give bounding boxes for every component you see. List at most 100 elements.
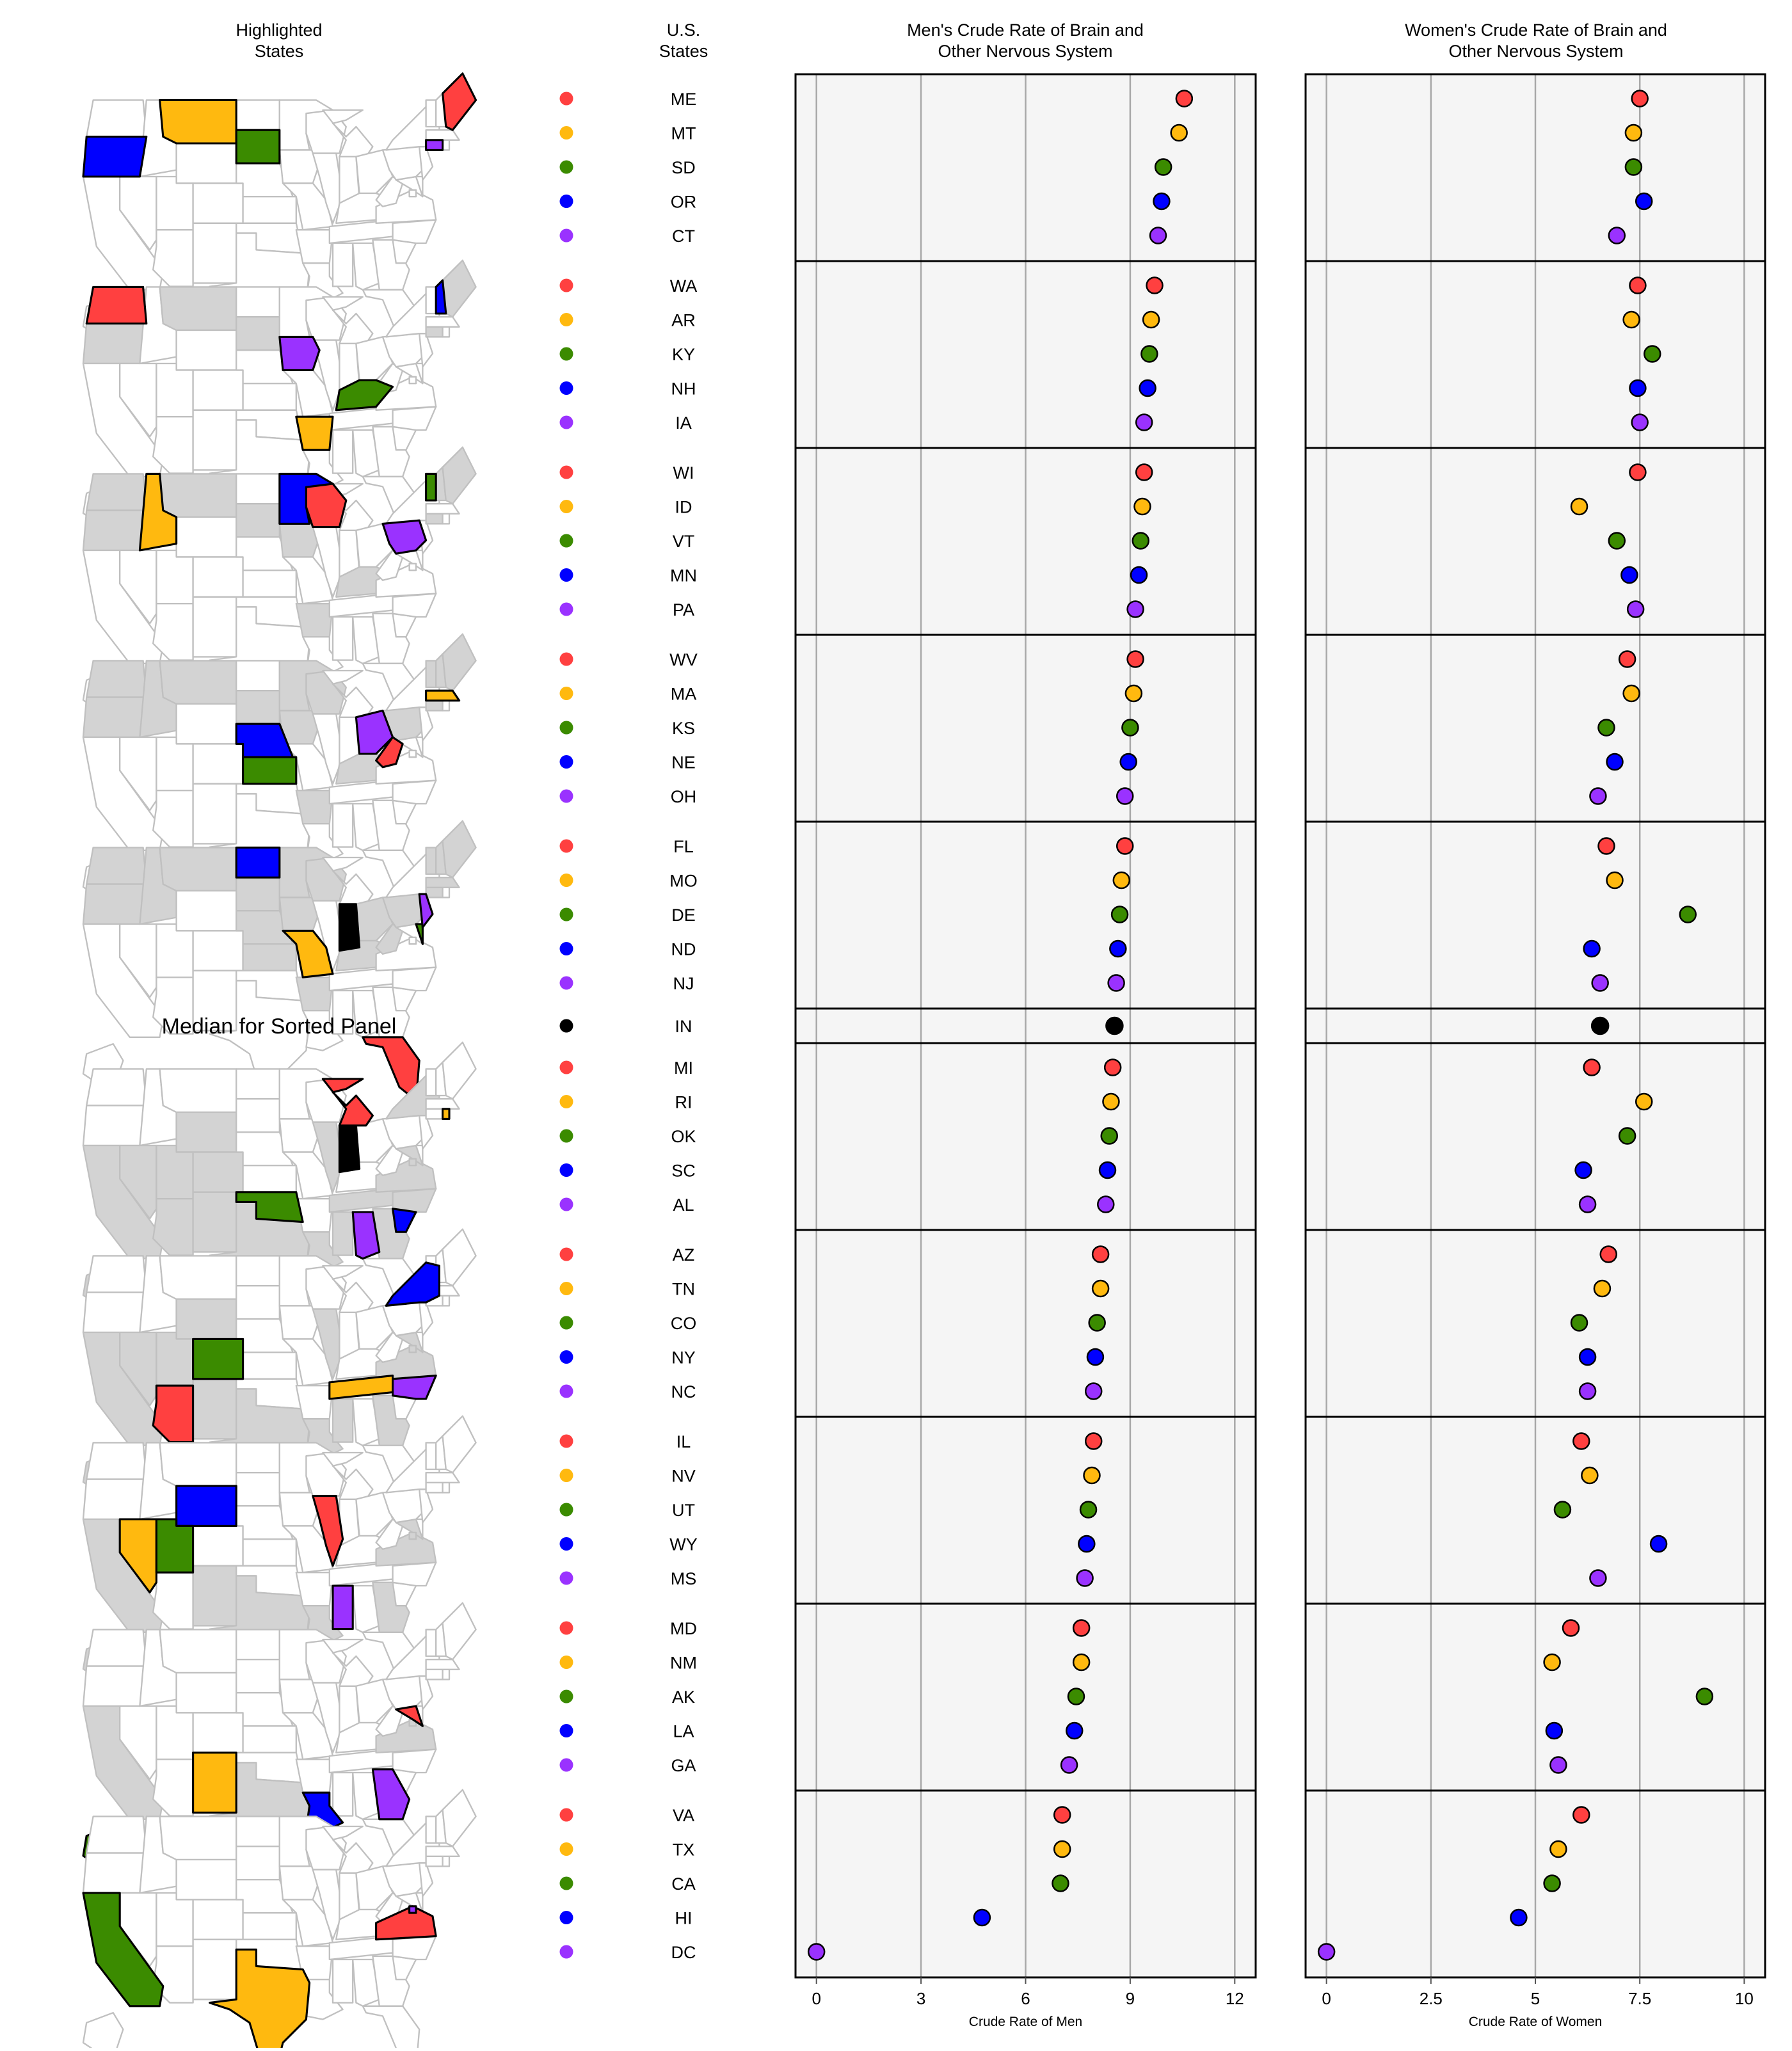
legend-dot-sc [559, 1163, 573, 1177]
women-point-il [1572, 1432, 1590, 1450]
map-state-nm [192, 409, 237, 471]
map-state-or [82, 1478, 147, 1520]
legend-dot-mo [559, 874, 573, 887]
map-state-or [82, 1105, 147, 1147]
women-point-co [1570, 1314, 1588, 1332]
state-label-me: ME [671, 90, 697, 109]
men-xtick-label-2: 6 [1021, 1989, 1030, 2008]
map-state-wa [86, 473, 147, 511]
map-state-mi [322, 1825, 374, 1874]
map-state-al [352, 802, 380, 851]
men-chart-title-line-2: Other Nervous System [938, 42, 1112, 61]
map-state-ga [372, 1955, 410, 2007]
map-state-ma [425, 1659, 460, 1670]
legend-dot-ca [559, 1876, 573, 1890]
map-state-ia [278, 1679, 321, 1714]
map-state-oh [355, 336, 394, 381]
map-state-mi [322, 1265, 374, 1313]
women-point-nv [1581, 1466, 1599, 1485]
women-point-la [1545, 1721, 1564, 1740]
men-point-nj [1107, 974, 1125, 992]
map-state-ut [156, 175, 194, 231]
state-label-co: CO [671, 1314, 697, 1333]
women-x-axis-label: Crude Rate of Women [1469, 2015, 1603, 2029]
legend-dot-nj [559, 976, 573, 990]
state-label-ms: MS [671, 1569, 697, 1588]
men-xtick-label-3: 9 [1126, 1989, 1135, 2008]
map-state-wa [86, 660, 147, 698]
map-state-mt [159, 99, 237, 145]
map-state-or [82, 136, 148, 178]
map-state-nc [392, 1748, 437, 1774]
men-point-sc [1098, 1161, 1117, 1179]
map-state-al [351, 1211, 381, 1260]
legend-dot-wa [559, 278, 573, 292]
map-state-va [375, 1531, 437, 1567]
men-xtick-label-0: 0 [812, 1989, 820, 2008]
map-state-co [192, 1712, 244, 1753]
men-point-al [1097, 1195, 1115, 1213]
map-state-ks [242, 1912, 297, 1940]
state-label-sc: SC [671, 1161, 696, 1181]
map-state-ms [332, 1211, 354, 1256]
map-state-me [442, 446, 477, 505]
state-label-nc: NC [671, 1382, 696, 1401]
map-state-nv [119, 362, 157, 438]
map-state-wv [375, 1331, 404, 1363]
men-point-nd [1109, 939, 1127, 958]
legend-dot-ms [559, 1571, 573, 1585]
map-state-co [192, 1525, 244, 1567]
map-state-ut [156, 736, 194, 792]
women-point-sd [1624, 158, 1643, 176]
map-state-va [375, 189, 437, 224]
map-state-mi [322, 856, 374, 905]
legend-dot-ut [559, 1503, 573, 1517]
men-point-ks [1121, 719, 1139, 737]
map-state-dc [408, 189, 417, 198]
map-state-nc [392, 1561, 437, 1587]
women-point-ny [1578, 1348, 1597, 1366]
men-point-ky [1140, 345, 1158, 363]
map-state-co [192, 930, 244, 971]
map-state-ky [335, 379, 394, 411]
map-state-dc [408, 1905, 417, 1914]
map-state-me [442, 1789, 477, 1847]
map-state-il [312, 1495, 344, 1567]
state-label-fl: FL [673, 837, 694, 856]
map-state-sd [236, 1098, 280, 1133]
women-point-sc [1574, 1161, 1592, 1179]
women-point-az [1599, 1245, 1617, 1263]
map-state-wy [175, 1111, 237, 1153]
map-state-sd [236, 1472, 280, 1507]
map-state-ut [156, 1331, 194, 1387]
men-point-ca [1052, 1874, 1069, 1892]
map-state-ca [82, 1892, 164, 2007]
map-state-ma [425, 1846, 460, 1857]
map-state-or [82, 1852, 147, 1894]
map-state-ar [295, 229, 334, 264]
map-state-nm [192, 783, 237, 845]
map-state-ms [332, 242, 354, 287]
map-state-dc [408, 1158, 417, 1167]
map-state-wy [175, 1485, 237, 1527]
legend-dot-ny [559, 1350, 573, 1364]
men-point-mt [1170, 124, 1188, 142]
men-point-ut [1079, 1501, 1098, 1519]
map-state-ak [82, 2012, 124, 2050]
women-chart-title-line-1: Women's Crude Rate of Brain and [1405, 20, 1667, 40]
map-state-nm [192, 1378, 237, 1440]
map-state-ga [372, 986, 410, 1038]
men-chart-title-line-1: Men's Crude Rate of Brain and [907, 20, 1144, 40]
men-point-va [1053, 1806, 1071, 1824]
men-point-wy [1078, 1535, 1096, 1553]
state-label-mi: MI [674, 1058, 693, 1078]
legend-dot-ia [559, 415, 573, 429]
map-state-mt [159, 1068, 237, 1113]
legend-dot-ak [559, 1689, 573, 1704]
map-state-nv [119, 1705, 157, 1780]
legend-dot-or [559, 195, 573, 208]
women-point-wy [1649, 1535, 1668, 1553]
women-point-ga [1549, 1756, 1567, 1774]
map-state-vt [425, 472, 437, 502]
